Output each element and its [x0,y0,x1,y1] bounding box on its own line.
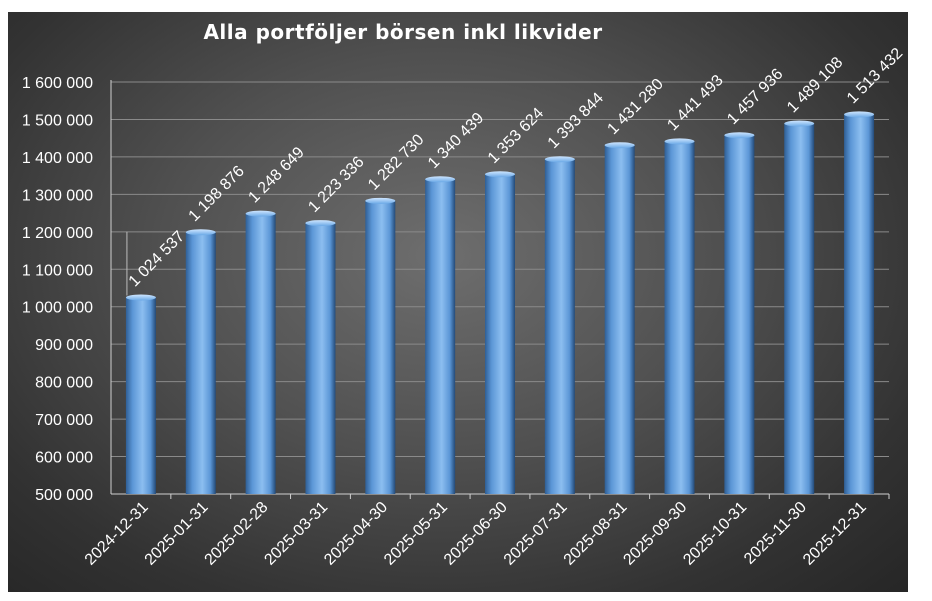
chart-frame: Alla portföljer börsen inkl likvider 500… [8,12,908,592]
y-tick-label: 1 400 000 [22,150,93,167]
x-tick-label: 2025-07-31 [501,499,571,569]
y-tick-label: 1 000 000 [22,300,93,317]
bar-chart: 500 000 600 000 700 000 800 000 900 000 1 000… [22,45,906,569]
bar [544,159,575,495]
bar-cap [844,111,875,118]
bar-cap [664,138,695,145]
data-label: 1 353 624 [485,105,547,167]
y-tick-label: 600 000 [35,450,93,467]
x-tick-label: 2025-01-31 [142,499,212,569]
bar-cap [724,132,755,139]
y-tick-label: 1 100 000 [22,262,93,279]
chart-title: Alla portföljer börsen inkl likvider [203,20,603,44]
data-label: 1 282 730 [365,131,427,193]
x-tick-label: 2025-08-31 [561,499,631,569]
x-tick-label: 2025-03-31 [261,499,331,569]
y-tick-label: 900 000 [35,337,93,354]
bar [604,145,635,495]
bar-cap [185,229,216,236]
data-label: 1 393 844 [545,90,607,152]
bar [425,179,456,494]
y-tick-label: 700 000 [35,412,93,429]
bar [784,123,815,495]
data-label: 1 431 280 [604,76,666,138]
x-tick-label: 2025-12-31 [800,499,870,569]
x-tick-label: 2025-09-30 [620,499,690,569]
x-tick-label: 2025-10-31 [680,499,750,569]
y-tick-label: 500 000 [35,487,93,504]
bar [485,174,515,495]
y-tick-label: 1 300 000 [22,187,93,204]
bar [844,114,875,495]
bar-cap [365,197,396,204]
data-label: 1 441 493 [664,72,726,134]
data-label: 1 457 936 [724,66,786,128]
bar-cap [485,171,515,178]
bar [305,223,336,494]
bar-cap [604,142,635,149]
x-tick-label: 2025-06-30 [441,499,511,569]
data-label: 1 513 432 [844,45,906,107]
x-tick-label: 2025-04-30 [321,499,391,569]
data-label: 1 024 537 [126,228,188,290]
data-label: 1 223 336 [305,153,367,215]
bar-cap [544,156,575,163]
x-tick-label: 2025-02-28 [202,499,272,569]
data-label: 1 198 876 [186,163,248,225]
data-label: 1 489 108 [784,54,846,116]
y-tick-label: 1 200 000 [22,225,93,242]
bar [185,232,216,494]
bar [365,200,396,494]
bar-cap [784,120,815,127]
x-tick-label: 2025-05-31 [381,499,451,569]
bar-cap [305,220,336,227]
bar [245,213,276,494]
x-tick-label: 2024-12-31 [82,499,152,569]
bar-cap [425,176,456,183]
bar [125,297,156,494]
y-tick-label: 800 000 [35,375,93,392]
y-tick-label: 1 500 000 [22,112,93,129]
bar-cap [245,210,276,217]
y-tick-label: 1 600 000 [22,75,93,92]
bar-cap [125,294,156,301]
bar [664,141,695,494]
data-label: 1 248 649 [245,144,307,206]
bar [724,135,755,495]
